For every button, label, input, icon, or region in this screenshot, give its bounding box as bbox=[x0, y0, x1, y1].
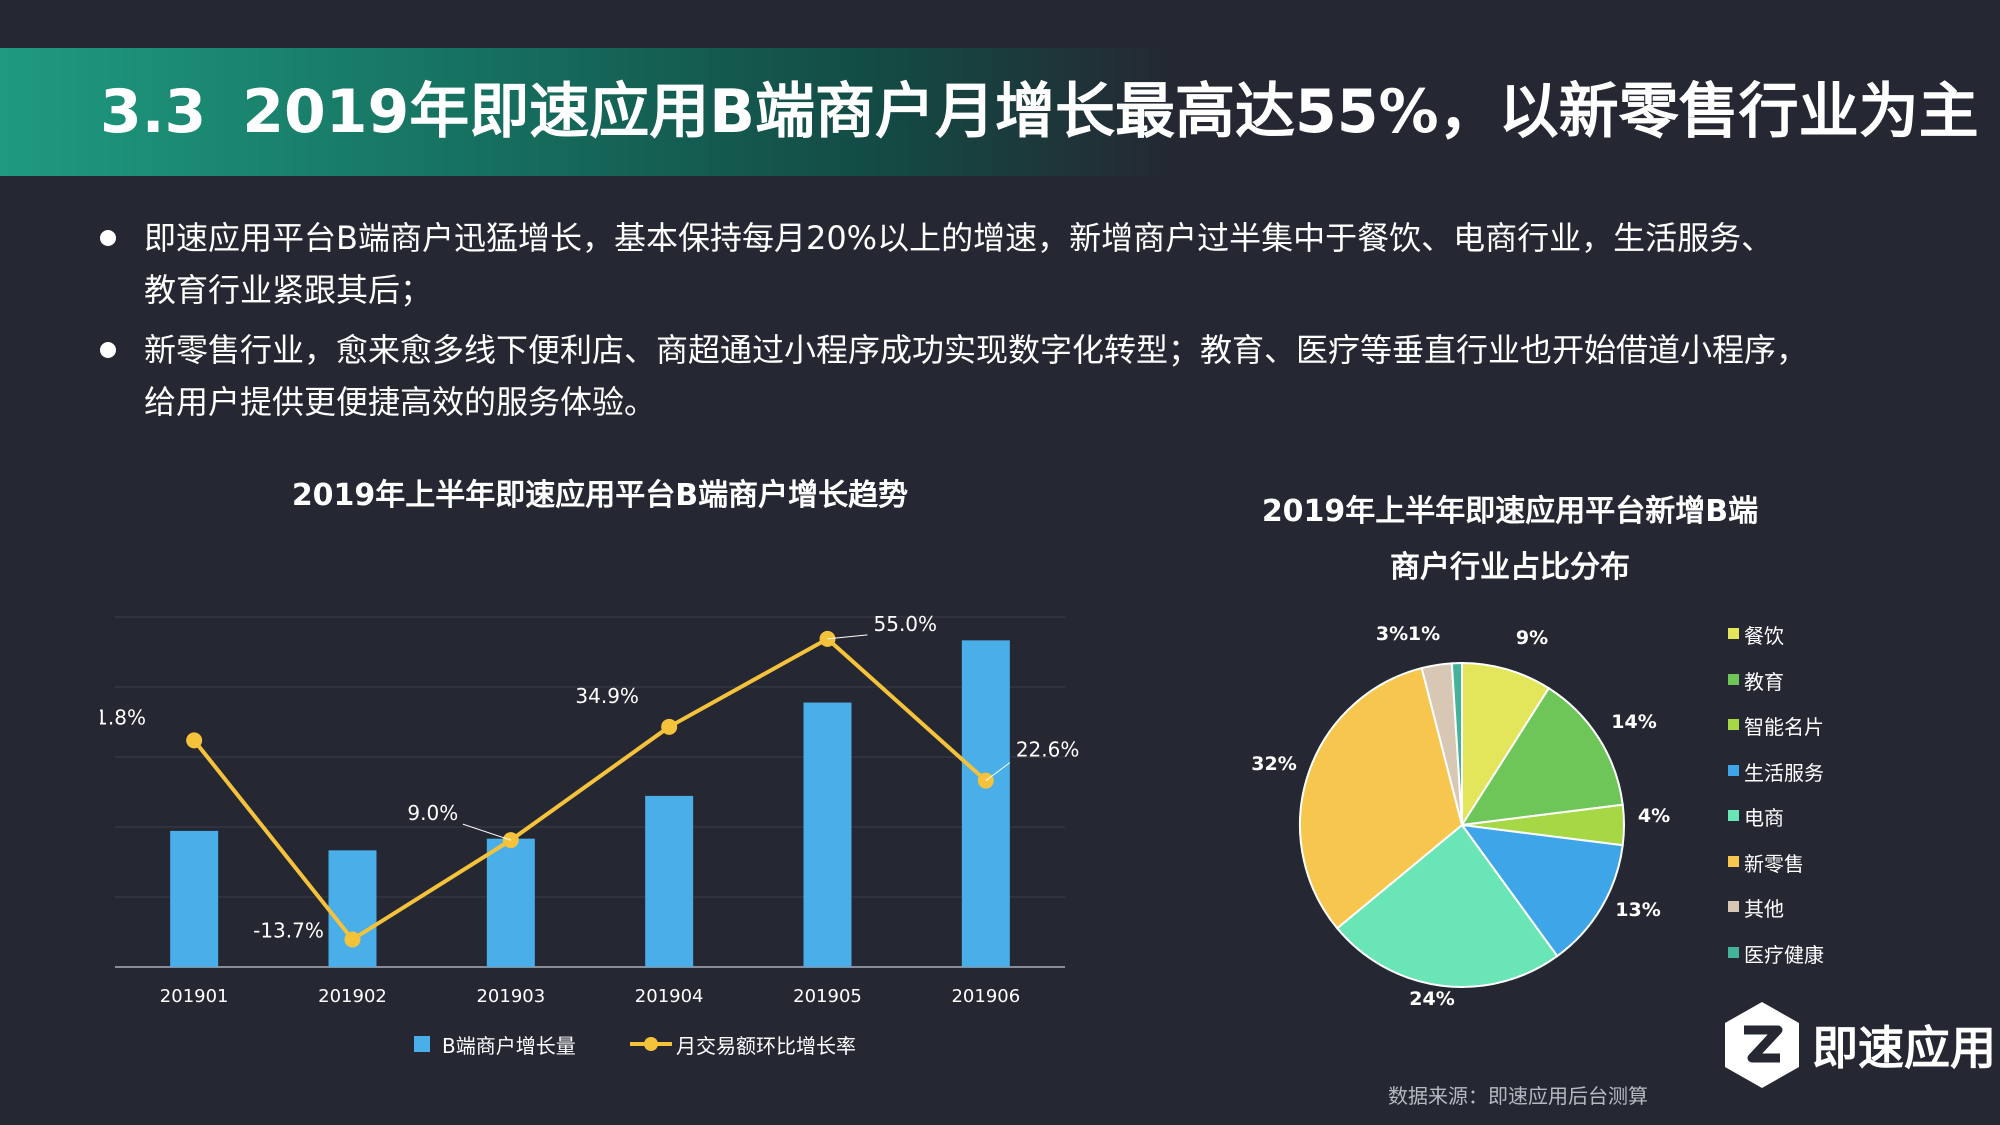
pie-data-label: 13% bbox=[1615, 899, 1660, 921]
bullet-line: 新零售行业，愈来愈多线下便利店、商超通过小程序成功实现数字化转型；教育、医疗等垂… bbox=[144, 331, 1809, 369]
legend-label: 其他 bbox=[1744, 897, 1784, 921]
pie-legend: 餐饮教育智能名片生活服务电商新零售其他医疗健康 bbox=[1728, 620, 1888, 967]
bullet-list: 即速应用平台B端商户迅猛增长，基本保持每月20%以上的增速，新增商户过半集中于餐… bbox=[100, 212, 1900, 432]
jisu-logo-icon bbox=[1725, 1002, 1799, 1088]
logo-text: 即速应用 bbox=[1812, 1021, 1996, 1075]
bullet-item: 新零售行业，愈来愈多线下便利店、商超通过小程序成功实现数字化转型；教育、医疗等垂… bbox=[100, 324, 1900, 428]
bullet-item: 即速应用平台B端商户迅猛增长，基本保持每月20%以上的增速，新增商户过半集中于餐… bbox=[100, 212, 1900, 316]
x-tick-label: 201901 bbox=[160, 986, 229, 1007]
legend-bar-swatch bbox=[414, 1036, 430, 1052]
line-point bbox=[344, 931, 361, 948]
bar bbox=[328, 850, 377, 967]
pie-data-label: 4% bbox=[1638, 805, 1670, 827]
legend-line-label: 月交易额环比增长率 bbox=[676, 1034, 856, 1058]
legend-label: 智能名片 bbox=[1744, 715, 1824, 739]
label-leader bbox=[462, 823, 511, 841]
label-leader bbox=[827, 634, 868, 640]
pie-slice bbox=[1459, 823, 1624, 958]
pie-data-label: 1% bbox=[1408, 623, 1440, 645]
bar bbox=[803, 702, 852, 967]
bar bbox=[961, 640, 1010, 967]
bar bbox=[486, 838, 535, 967]
legend-swatch bbox=[1728, 673, 1739, 685]
pie-data-label: 14% bbox=[1611, 711, 1656, 733]
line-point bbox=[661, 718, 678, 735]
pie-title-line2: 商户行业占比分布 bbox=[1390, 550, 1630, 585]
pie-slice bbox=[1461, 661, 1551, 829]
legend-swatch bbox=[1728, 810, 1739, 821]
pie-data-label: 24% bbox=[1409, 988, 1454, 1010]
legend-swatch bbox=[1728, 628, 1739, 639]
line-point bbox=[186, 732, 203, 749]
bar-chart-title: 2019年上半年即速应用平台B端商户增长趋势 bbox=[291, 478, 909, 513]
legend-label: 餐饮 bbox=[1744, 624, 1784, 648]
legend-label: 新零售 bbox=[1744, 851, 1804, 876]
pie-data-label: 9% bbox=[1516, 627, 1548, 649]
legend-swatch bbox=[1728, 901, 1739, 912]
bar bbox=[170, 830, 219, 967]
series-line bbox=[192, 636, 988, 942]
legend-label: 教育 bbox=[1744, 669, 1784, 694]
data-source: 数据来源：即速应用后台测算 bbox=[1388, 1084, 1648, 1108]
legend-swatch bbox=[1728, 719, 1739, 730]
x-tick-label: 201903 bbox=[476, 986, 545, 1007]
brand-logo: 即速应用 bbox=[1722, 1000, 1996, 1090]
x-tick-label: 201904 bbox=[635, 986, 704, 1007]
pie-chart-title: 2019年上半年即速应用平台新增B端 商户行业占比分布 bbox=[1190, 484, 1830, 596]
label-leader bbox=[985, 762, 1011, 782]
pie-data-label: 3% bbox=[1376, 623, 1408, 645]
title-text: 2019年即速应用B端商户月增长最高达55%，以新零售行业为主 bbox=[242, 77, 1979, 147]
legend-label: 医疗健康 bbox=[1744, 942, 1824, 967]
legend-label: 电商 bbox=[1744, 806, 1784, 830]
data-label: 9.0% bbox=[407, 801, 458, 825]
legend-swatch bbox=[1728, 764, 1739, 776]
bar bbox=[645, 795, 694, 967]
pie-chart: 9% 14% 4% 13% 24% 32% 3% 1% bbox=[1251, 623, 1670, 1010]
line-point bbox=[502, 832, 519, 849]
bullet-dot bbox=[100, 342, 116, 358]
x-tick-label: 201902 bbox=[318, 986, 387, 1007]
legend-bar-label: B端商户增长量 bbox=[442, 1034, 576, 1058]
pie-slice bbox=[1450, 661, 1463, 826]
pie-title-line1: 2019年上半年即速应用平台新增B端 bbox=[1261, 494, 1759, 529]
legend-line-marker bbox=[644, 1037, 658, 1051]
bullet-line: 教育行业紧跟其后； bbox=[144, 271, 433, 309]
bullet-dot bbox=[100, 230, 116, 246]
legend-label: 生活服务 bbox=[1744, 760, 1824, 785]
legend-swatch bbox=[1728, 855, 1739, 867]
pie-slice bbox=[1335, 823, 1559, 988]
section-number: 3.3 bbox=[100, 77, 207, 147]
data-label: 34.9% bbox=[575, 684, 639, 708]
data-label: 22.6% bbox=[1016, 738, 1080, 762]
chart-legend: B端商户增长量 月交易额环比增长率 bbox=[412, 1030, 932, 1062]
bullet-line: 即速应用平台B端商户迅猛增长，基本保持每月20%以上的增速，新增商户过半集中于餐… bbox=[144, 219, 1774, 257]
data-label: 31.8% bbox=[100, 705, 146, 729]
data-label: 55.0% bbox=[874, 612, 938, 636]
data-label: -13.7% bbox=[253, 918, 324, 942]
x-tick-label: 201905 bbox=[793, 986, 862, 1007]
pie-slice bbox=[1299, 666, 1464, 930]
title-banner bbox=[0, 48, 1180, 176]
pie-slice bbox=[1460, 686, 1624, 827]
bullet-line: 给用户提供更便捷高效的服务体验。 bbox=[144, 383, 657, 421]
page-title: 3.3 2019年即速应用B端商户月增长最高达55%，以新零售行业为主 bbox=[100, 62, 1979, 162]
x-tick-label: 201906 bbox=[951, 986, 1020, 1007]
pie-data-label: 32% bbox=[1251, 753, 1296, 775]
legend-swatch bbox=[1728, 946, 1739, 958]
bar-line-chart: 201901 201902 201903 201904 201905 201906 31.8… bbox=[100, 612, 1080, 1007]
